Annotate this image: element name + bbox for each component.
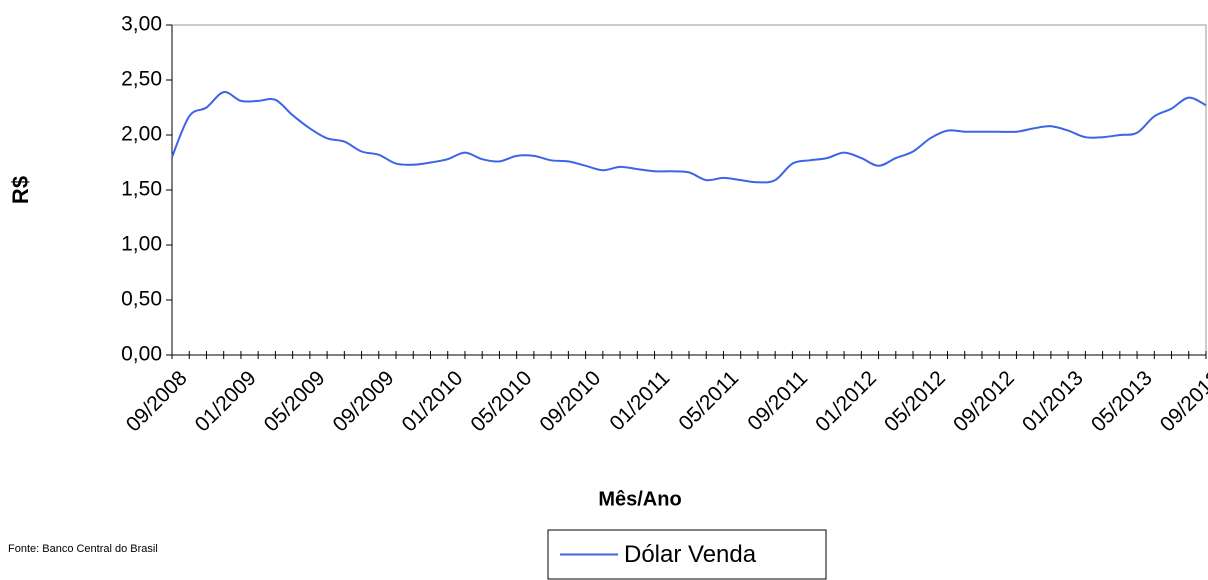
plot-frame [171, 24, 1207, 356]
x-axis-title: Mês/Ano [598, 488, 681, 510]
x-tick-label: 05/2010 [466, 366, 536, 436]
y-tick-label: 1,50 [121, 178, 162, 201]
x-tick-label: 05/2009 [260, 366, 330, 436]
legend-label: Dólar Venda [624, 541, 757, 568]
x-tick-label: 09/2011 [743, 366, 812, 435]
source-note: Fonte: Banco Central do Brasil [8, 543, 158, 555]
y-axis-title: R$ [8, 176, 33, 204]
x-tick-label: 01/2013 [1018, 366, 1088, 436]
x-tick-label: 09/2013 [1156, 366, 1208, 436]
y-tick-label: 2,00 [121, 123, 162, 146]
x-tick-label: 09/2009 [329, 366, 399, 436]
x-tick-label: 09/2010 [535, 366, 605, 436]
data-line [171, 91, 1207, 184]
x-tick-label: 09/2008 [122, 366, 192, 436]
x-tick-label: 01/2011 [605, 366, 674, 435]
x-tick-label: 01/2010 [398, 366, 468, 436]
x-tick-label: 05/2013 [1087, 366, 1157, 436]
y-tick-label: 0,00 [121, 343, 162, 366]
x-tick-label: 05/2011 [674, 366, 743, 435]
x-tick-label: 05/2012 [880, 366, 950, 436]
y-tick-label: 2,50 [121, 68, 162, 91]
x-tick-label: 01/2012 [811, 366, 881, 436]
x-tick-label: 09/2012 [949, 366, 1019, 436]
x-tick-label: 01/2009 [191, 366, 261, 436]
y-tick-label: 3,00 [121, 13, 162, 36]
y-tick-label: 1,00 [121, 233, 162, 256]
y-tick-label: 0,50 [121, 288, 162, 311]
